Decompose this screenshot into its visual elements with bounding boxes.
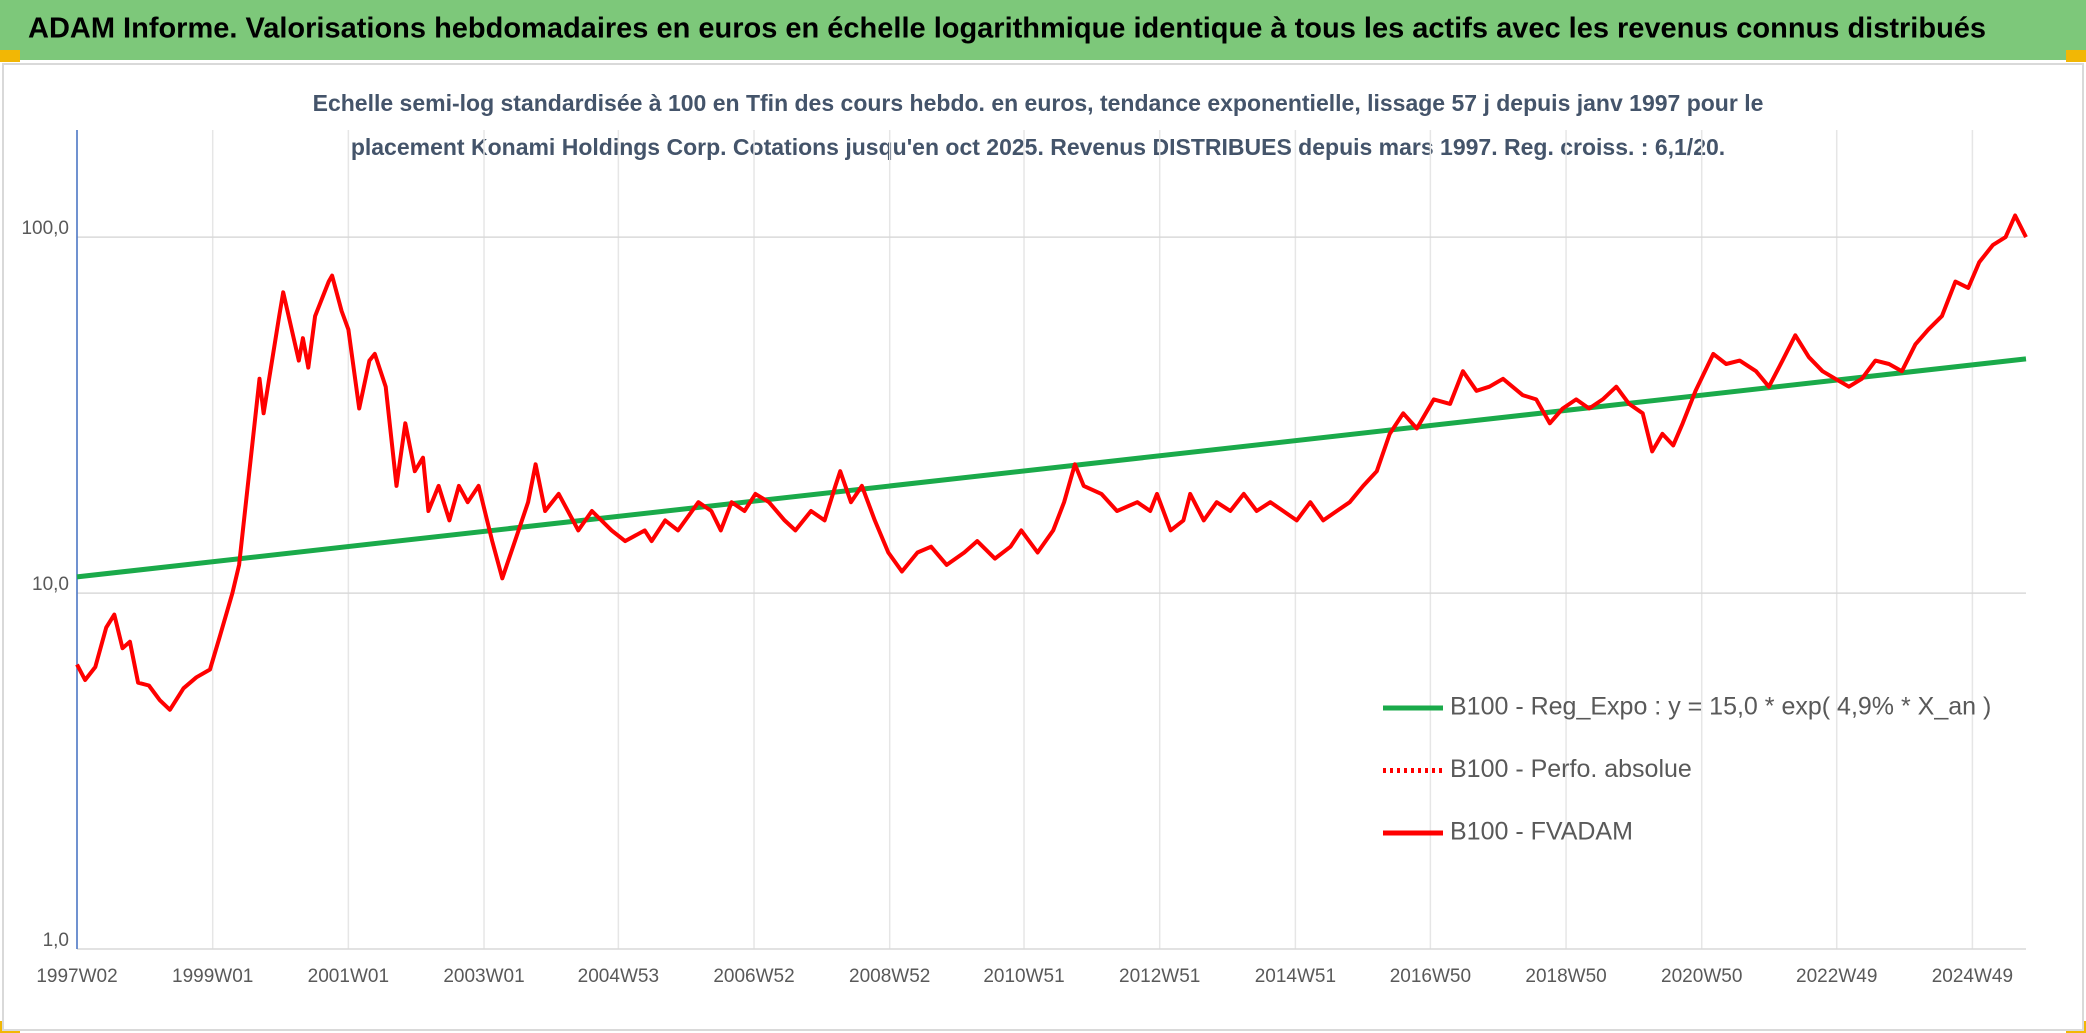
x-tick-label: 2018W50: [1525, 966, 1606, 987]
y-tick-label: 1,0: [43, 930, 69, 951]
x-tick-label: 2014W51: [1255, 966, 1336, 987]
y-tick-label: 100,0: [21, 218, 69, 239]
x-tick-label: 2016W50: [1390, 966, 1471, 987]
x-tick-label: 1997W02: [36, 966, 117, 987]
x-tick-label: 2012W51: [1119, 966, 1200, 987]
x-tick-label: 2024W49: [1932, 966, 2013, 987]
legend-label: B100 - Reg_Expo : y = 15,0 * exp( 4,9% *…: [1450, 693, 1991, 721]
x-tick-label: 2006W52: [713, 966, 794, 987]
y-tick-label: 10,0: [32, 574, 69, 595]
x-tick-label: 2022W49: [1796, 966, 1877, 987]
x-tick-label: 2001W01: [308, 966, 389, 987]
chart-subtitle: placement Konami Holdings Corp. Cotation…: [351, 134, 1725, 160]
series-line: [75, 213, 2028, 712]
x-tick-label: 2020W50: [1661, 966, 1742, 987]
x-tick-label: 2010W51: [983, 966, 1064, 987]
x-tick-label: 2008W52: [849, 966, 930, 987]
x-tick-label: 2003W01: [443, 966, 524, 987]
series-line: [76, 356, 2027, 580]
corner: [2066, 50, 2086, 62]
x-tick-label: 1999W01: [172, 966, 253, 987]
legend-label: B100 - FVADAM: [1450, 818, 1633, 846]
legend-label: B100 - Perfo. absolue: [1450, 755, 1692, 783]
chart-subtitle: Echelle semi-log standardisée à 100 en T…: [313, 90, 1764, 116]
x-tick-label: 2004W53: [578, 966, 659, 987]
title-bar: [0, 0, 2086, 60]
corner: [0, 50, 20, 62]
chart-title: ADAM Informe. Valorisations hebdomadaire…: [28, 13, 1986, 45]
